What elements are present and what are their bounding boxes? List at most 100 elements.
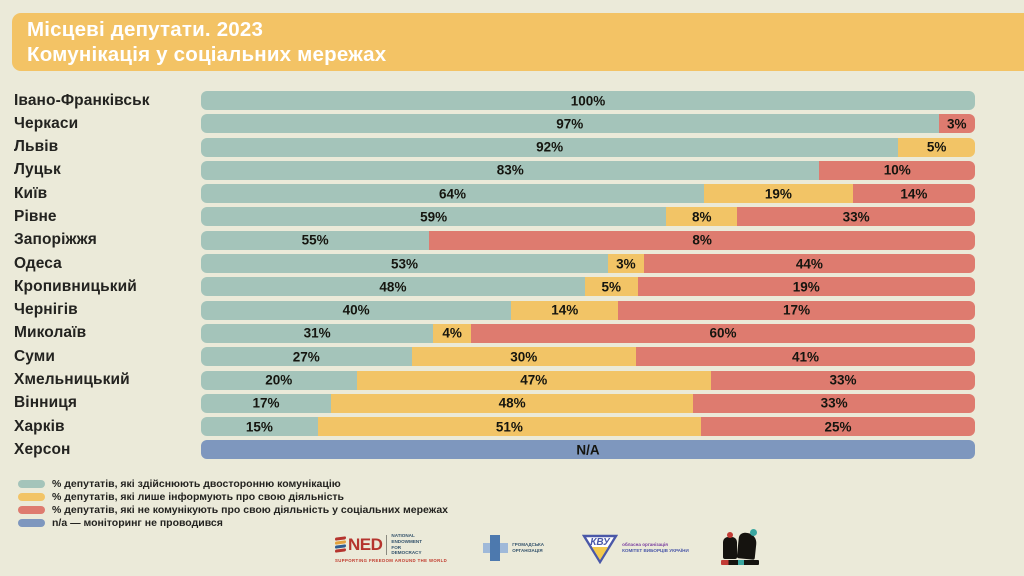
stacked-bar: 100% xyxy=(201,91,975,110)
legend-label: % депутатів, які не комунікують про свою… xyxy=(52,503,449,516)
svg-text:КВУ: КВУ xyxy=(590,537,611,548)
legend-label: n/a — моніторинг не проводився xyxy=(52,516,223,529)
bar-segment-inform_only: 8% xyxy=(666,207,738,227)
ned-name: NATIONAL ENDOWMENT FOR DEMOCRACY xyxy=(391,533,423,556)
bar-segment-two_way: 55% xyxy=(201,230,430,250)
bar-segment-no_comm: 14% xyxy=(852,184,975,204)
segment-value-label: 5% xyxy=(601,279,621,295)
chart-row: Луцьк 83% 10% xyxy=(0,160,1024,180)
bar-segment-no_comm: 33% xyxy=(737,207,975,227)
stacked-bar: 64% 19% 14% xyxy=(201,184,975,204)
segment-value-label: 53% xyxy=(391,256,419,272)
chart-row: Вінниця 17% 48% 33% xyxy=(0,393,1024,413)
bar-segment-inform_only: 47% xyxy=(356,370,712,390)
bar-segment-no_comm: 8% xyxy=(429,230,975,250)
bar-segment-no_comm: 3% xyxy=(938,114,975,134)
bar-segment-no_comm: 44% xyxy=(643,254,975,274)
segment-value-label: 31% xyxy=(303,325,331,341)
bar-segment-two_way: 83% xyxy=(201,160,820,180)
bar-segment-inform_only: 14% xyxy=(511,300,619,320)
ned-tagline: SUPPORTING FREEDOM AROUND THE WORLD xyxy=(335,557,448,563)
bar-segment-no_comm: 17% xyxy=(618,300,975,320)
legend-label: % депутатів, які лише інформують про сво… xyxy=(52,490,345,503)
bar-segment-inform_only: 5% xyxy=(584,277,638,297)
segment-value-label: 40% xyxy=(342,302,370,318)
city-label: Суми xyxy=(14,347,56,365)
segment-value-label: 3% xyxy=(616,256,636,272)
bar-segment-no_comm: 33% xyxy=(711,370,975,390)
ned-globe-icon xyxy=(335,536,346,553)
ngo-plus-logo: ГРОМАДСЬКА ОРГАНІЗАЦІЯ xyxy=(483,535,544,561)
stacked-bar: 15% 51% 25% xyxy=(201,417,975,437)
bar-segment-two_way: 92% xyxy=(201,137,899,157)
segment-value-label: 55% xyxy=(301,232,329,248)
city-label: Кропивницький xyxy=(14,277,137,295)
kvu-name: обласна організація КОМІТЕТ ВИБОРЦІВ УКР… xyxy=(622,542,689,554)
bar-segment-inform_only: 3% xyxy=(608,254,644,274)
kvu-name-line1: обласна організація xyxy=(622,541,668,547)
city-label: Миколаїв xyxy=(14,324,87,342)
ngo-name-line2: ОРГАНІЗАЦІЯ xyxy=(512,548,543,553)
segment-value-label: 20% xyxy=(265,372,293,388)
ned-logo-top: NED NATIONAL ENDOWMENT FOR DEMOCRACY xyxy=(335,533,429,556)
page-title: Місцеві депутати. 2023 Комунікація у соц… xyxy=(27,17,386,67)
segment-value-label: 33% xyxy=(829,372,857,388)
chart-row: Кропивницький 48% 5% 19% xyxy=(0,277,1024,297)
chart-row: Рівне 59% 8% 33% xyxy=(0,207,1024,227)
kvu-triangle-icon: КВУ xyxy=(582,534,619,564)
segment-value-label: 8% xyxy=(692,209,712,225)
city-label: Черкаси xyxy=(14,114,79,132)
stacked-bar: 53% 3% 44% xyxy=(201,254,975,274)
segment-value-label: 25% xyxy=(824,419,852,435)
legend-item: % депутатів, які не комунікують про свою… xyxy=(18,503,448,516)
stacked-bar: 31% 4% 60% xyxy=(201,323,975,343)
segment-value-label: 10% xyxy=(883,162,911,178)
bar-segment-na: N/A xyxy=(201,440,975,460)
chart-row: Одеса 53% 3% 44% xyxy=(0,254,1024,274)
segment-value-label: 33% xyxy=(842,209,870,225)
segment-value-label: 30% xyxy=(510,349,538,365)
bar-segment-inform_only: 4% xyxy=(433,323,472,343)
segment-value-label: 47% xyxy=(520,372,548,388)
ned-logo: NED NATIONAL ENDOWMENT FOR DEMOCRACY SUP… xyxy=(335,533,447,563)
bar-segment-inform_only: 19% xyxy=(704,184,853,204)
legend-label: % депутатів, які здійснюють двосторонню … xyxy=(52,477,341,490)
chart-row: Харків 15% 51% 25% xyxy=(0,417,1024,437)
legend-item: % депутатів, які здійснюють двосторонню … xyxy=(18,477,448,490)
ngo-name: ГРОМАДСЬКА ОРГАНІЗАЦІЯ xyxy=(512,542,544,554)
segment-value-label: 5% xyxy=(926,139,947,155)
stacked-bar-chart: Івано-Франківськ 100% Черкаси 97% 3% Львів 92%… xyxy=(0,91,1024,464)
segment-value-label: 27% xyxy=(292,349,320,365)
ned-divider xyxy=(386,534,388,555)
partner-logos: NED NATIONAL ENDOWMENT FOR DEMOCRACY SUP… xyxy=(335,528,761,568)
segment-value-label: 14% xyxy=(551,302,579,318)
legend-swatch-na xyxy=(18,518,45,527)
bar-segment-two_way: 20% xyxy=(201,370,357,390)
city-label: Львів xyxy=(14,138,59,156)
segment-value-label: 19% xyxy=(792,279,820,295)
bar-segment-two_way: 48% xyxy=(201,277,585,297)
stacked-bar: 20% 47% 33% xyxy=(201,370,975,390)
chart-row: Суми 27% 30% 41% xyxy=(0,347,1024,367)
bar-segment-two_way: 64% xyxy=(201,184,705,204)
header-banner: Місцеві депутати. 2023 Комунікація у соц… xyxy=(12,13,1024,71)
activists-logo xyxy=(719,529,761,567)
kvu-name-line2: КОМІТЕТ ВИБОРЦІВ УКРАЇНИ xyxy=(622,548,689,553)
segment-value-label: 97% xyxy=(556,116,584,132)
stacked-bar: 48% 5% 19% xyxy=(201,277,975,297)
segment-value-label: 15% xyxy=(245,419,273,435)
segment-value-label: 59% xyxy=(420,209,448,225)
chart-row: Херсон N/A xyxy=(0,440,1024,460)
bar-segment-two_way: 59% xyxy=(201,207,667,227)
segment-value-label: 83% xyxy=(496,162,524,178)
bar-segment-no_comm: 19% xyxy=(637,277,975,297)
stacked-bar: 83% 10% xyxy=(201,160,975,180)
teal-dot-icon xyxy=(749,529,757,536)
bar-segment-inform_only: 48% xyxy=(331,393,694,413)
segment-value-label: 64% xyxy=(439,186,467,202)
plus-icon xyxy=(483,535,509,561)
legend-item: % депутатів, які лише інформують про сво… xyxy=(18,490,448,503)
stacked-bar: 27% 30% 41% xyxy=(201,347,975,367)
segment-value-label: 8% xyxy=(692,232,712,248)
bar-segment-no_comm: 33% xyxy=(693,393,975,413)
